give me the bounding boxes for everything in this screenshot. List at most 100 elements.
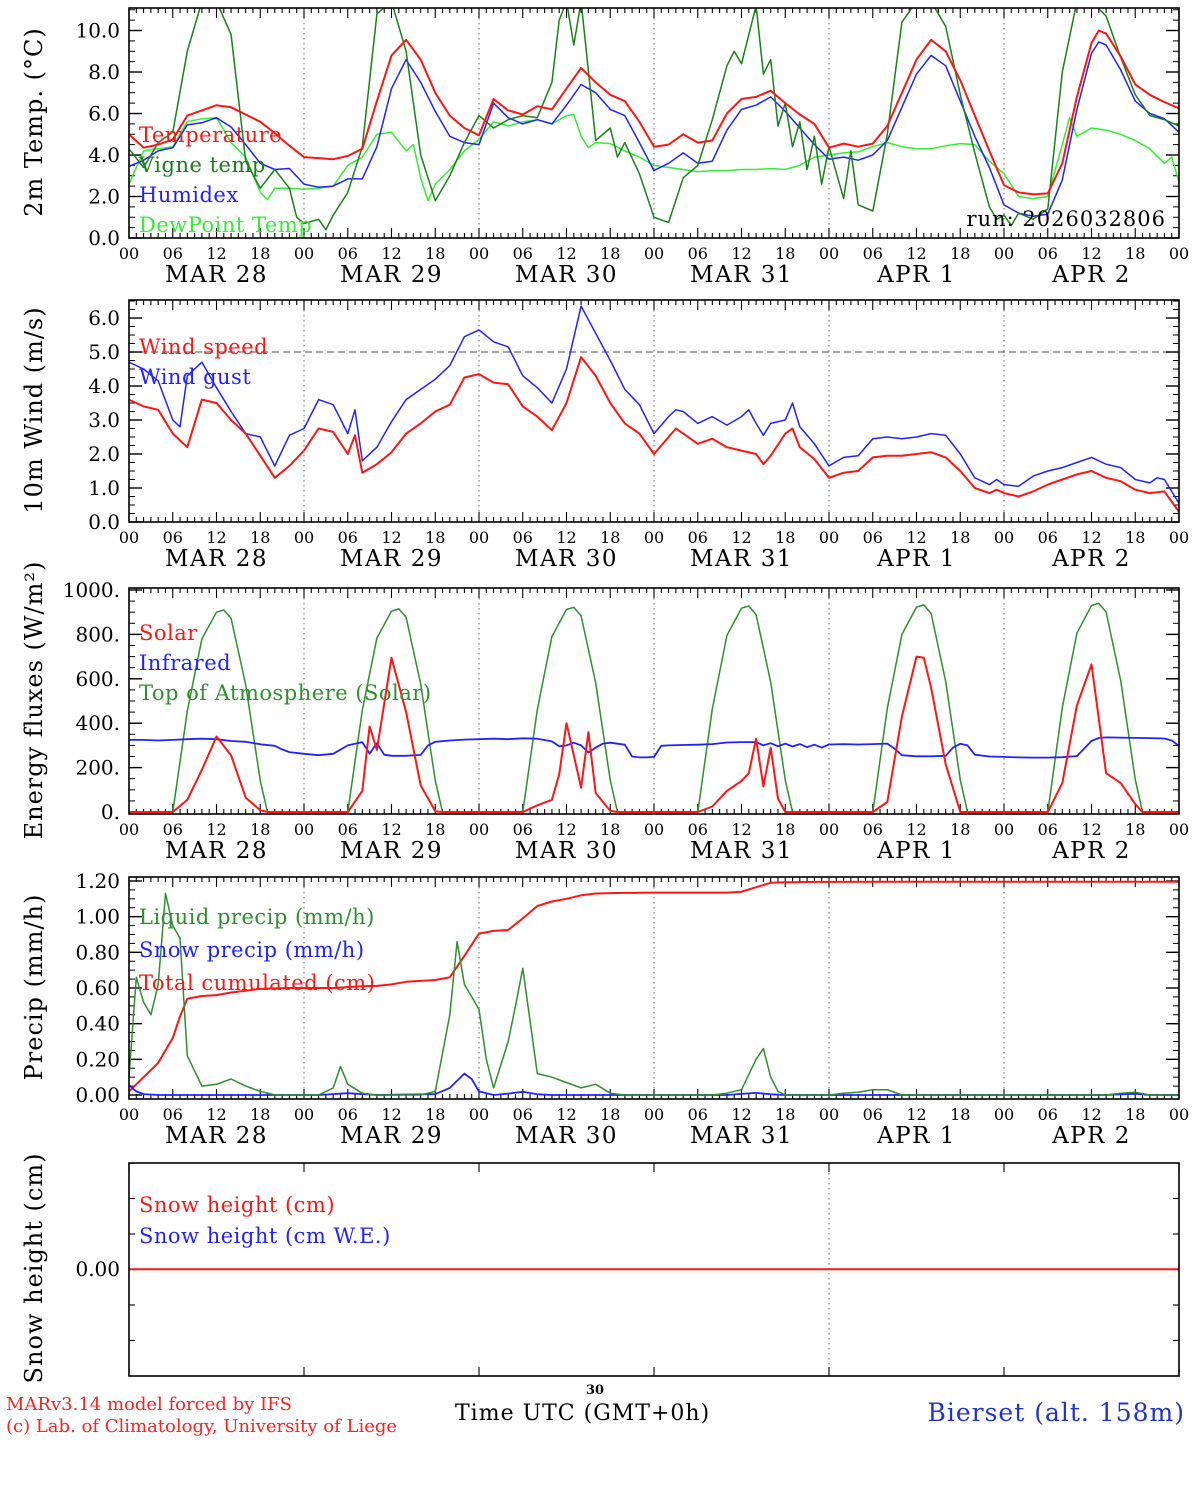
- hour-tick-label: 00: [1169, 1105, 1189, 1124]
- hour-tick-label: 00: [119, 820, 139, 839]
- hour-tick-label: 12: [381, 1105, 401, 1124]
- hour-tick-label: 06: [863, 244, 883, 263]
- legend-infrared: Infrared: [139, 651, 232, 675]
- y-tick-label: 200.: [75, 756, 120, 780]
- hour-tick-label: 00: [119, 528, 139, 547]
- day-label: MAR 29: [340, 546, 443, 572]
- energy-flux-panel: 00 06 12 18 00 06 12 18 00 06 12 18 00 06 12 18 00 06 12 18…: [63, 578, 1189, 864]
- y-tick-label: 0.60: [75, 976, 120, 1000]
- day-label: MAR 29: [340, 262, 443, 288]
- meteogram-page: { "meta": { "run_label": "run: 202603280…: [6, 7, 1190, 1437]
- hour-tick-label: 18: [950, 1105, 970, 1124]
- temperature-panel-series-2: [129, 41, 1179, 217]
- precip-panel-series-2: [129, 880, 1179, 1093]
- hour-tick-label: 00: [1169, 244, 1189, 263]
- precip-panel: 00 06 12 18 00 06 12 18 00 06 12 18 00 06 12 18 00 06 12 18…: [75, 869, 1189, 1149]
- day-label: APR 2: [1051, 546, 1131, 572]
- day-label: MAR 30: [515, 262, 618, 288]
- hour-tick-label: 18: [425, 820, 445, 839]
- hour-tick-label: 18: [250, 528, 270, 547]
- day-label: MAR 31: [690, 546, 793, 572]
- precip-panel-series-0: [129, 892, 1179, 1096]
- hour-tick-label: 00: [469, 528, 489, 547]
- hour-tick-label: 12: [206, 528, 226, 547]
- hour-tick-label: 12: [1081, 1105, 1101, 1124]
- precip-panel-frame: [128, 876, 1180, 1100]
- legend-wind-gust: Wind gust: [139, 365, 252, 389]
- legend-temperature: Temperature: [139, 123, 283, 147]
- hour-tick-label: 06: [338, 244, 358, 263]
- hour-tick-label: 18: [600, 528, 620, 547]
- hour-tick-label: 12: [1081, 820, 1101, 839]
- hour-tick-label: 12: [731, 1105, 751, 1124]
- temperature-panel-frame: [128, 7, 1180, 239]
- legend-wind-speed: Wind speed: [139, 335, 269, 359]
- wind-panel-series-1: [129, 305, 1179, 505]
- hour-tick-label: 12: [381, 820, 401, 839]
- hour-tick-label: 00: [1169, 528, 1189, 547]
- day-label: MAR 31: [690, 1123, 793, 1149]
- hour-tick-label: 06: [513, 1105, 533, 1124]
- day-label: MAR 30: [515, 1123, 618, 1149]
- hour-tick-label: 18: [1125, 820, 1145, 839]
- hour-tick-label: 12: [906, 820, 926, 839]
- hour-tick-label: 00: [819, 820, 839, 839]
- y-tick-label: 0.20: [75, 1047, 120, 1071]
- day-label: MAR 29: [340, 1123, 443, 1149]
- energy-flux-panel-series-0: [129, 655, 1179, 813]
- hour-tick-label: 18: [775, 1105, 795, 1124]
- footer-superscript: 30: [585, 1383, 605, 1398]
- hour-tick-label: 12: [1081, 528, 1101, 547]
- hour-tick-label: 12: [731, 528, 751, 547]
- y-tick-label: 0.00: [75, 1257, 120, 1281]
- hour-tick-label: 18: [950, 820, 970, 839]
- hour-tick-label: 00: [644, 820, 664, 839]
- hour-tick-label: 06: [163, 244, 183, 263]
- legend-solar: Solar: [139, 621, 198, 645]
- y-tick-label: 1.0: [88, 476, 120, 500]
- y-tick-label: 6.0: [88, 306, 120, 330]
- hour-tick-label: 12: [556, 820, 576, 839]
- temperature-panel-series-3: [129, 113, 1179, 202]
- day-label: APR 2: [1051, 262, 1131, 288]
- hour-tick-label: 00: [294, 244, 314, 263]
- y-tick-label: 600.: [75, 667, 120, 691]
- hour-tick-label: 06: [863, 1105, 883, 1124]
- y-tick-label: 3.0: [88, 408, 120, 432]
- hour-tick-label: 12: [556, 244, 576, 263]
- hour-tick-label: 00: [119, 244, 139, 263]
- y-tick-label: 10.0: [75, 19, 120, 43]
- legend-vigne-temp: Vigne temp: [139, 153, 266, 177]
- y-tick-label: 4.0: [88, 143, 120, 167]
- hour-tick-label: 12: [381, 528, 401, 547]
- hour-tick-label: 12: [206, 820, 226, 839]
- temperature-panel-series-1: [129, 8, 1179, 231]
- hour-tick-label: 18: [1125, 244, 1145, 263]
- hour-tick-label: 00: [819, 528, 839, 547]
- hour-tick-label: 12: [906, 1105, 926, 1124]
- day-label: MAR 29: [340, 838, 443, 864]
- y-tick-label: 2.0: [88, 185, 120, 209]
- day-label: MAR 31: [690, 838, 793, 864]
- temp-legend: Temperature Vigne temp Humidex DewPoint …: [139, 120, 312, 240]
- hour-tick-label: 12: [556, 528, 576, 547]
- day-label: APR 1: [876, 1123, 956, 1149]
- wind-panel-frame: [128, 299, 1180, 523]
- hour-tick-label: 12: [906, 244, 926, 263]
- hour-tick-label: 00: [644, 1105, 664, 1124]
- hour-tick-label: 12: [206, 1105, 226, 1124]
- temperature-panel-series-0: [129, 29, 1179, 196]
- hour-tick-label: 18: [250, 820, 270, 839]
- hour-tick-label: 18: [250, 244, 270, 263]
- wind-panel-series-0: [129, 356, 1179, 513]
- snow-legend: Snow height (cm) Snow height (cm W.E.): [139, 1190, 391, 1252]
- hour-tick-label: 18: [600, 244, 620, 263]
- y-tick-label: 4.0: [88, 374, 120, 398]
- y-tick-label: 5.0: [88, 340, 120, 364]
- hour-tick-label: 06: [513, 528, 533, 547]
- day-label: APR 2: [1051, 1123, 1131, 1149]
- y-tick-label: 2.0: [88, 442, 120, 466]
- day-label: MAR 28: [165, 838, 268, 864]
- hour-tick-label: 18: [775, 244, 795, 263]
- legend-snow-precip: Snow precip (mm/h): [139, 938, 365, 962]
